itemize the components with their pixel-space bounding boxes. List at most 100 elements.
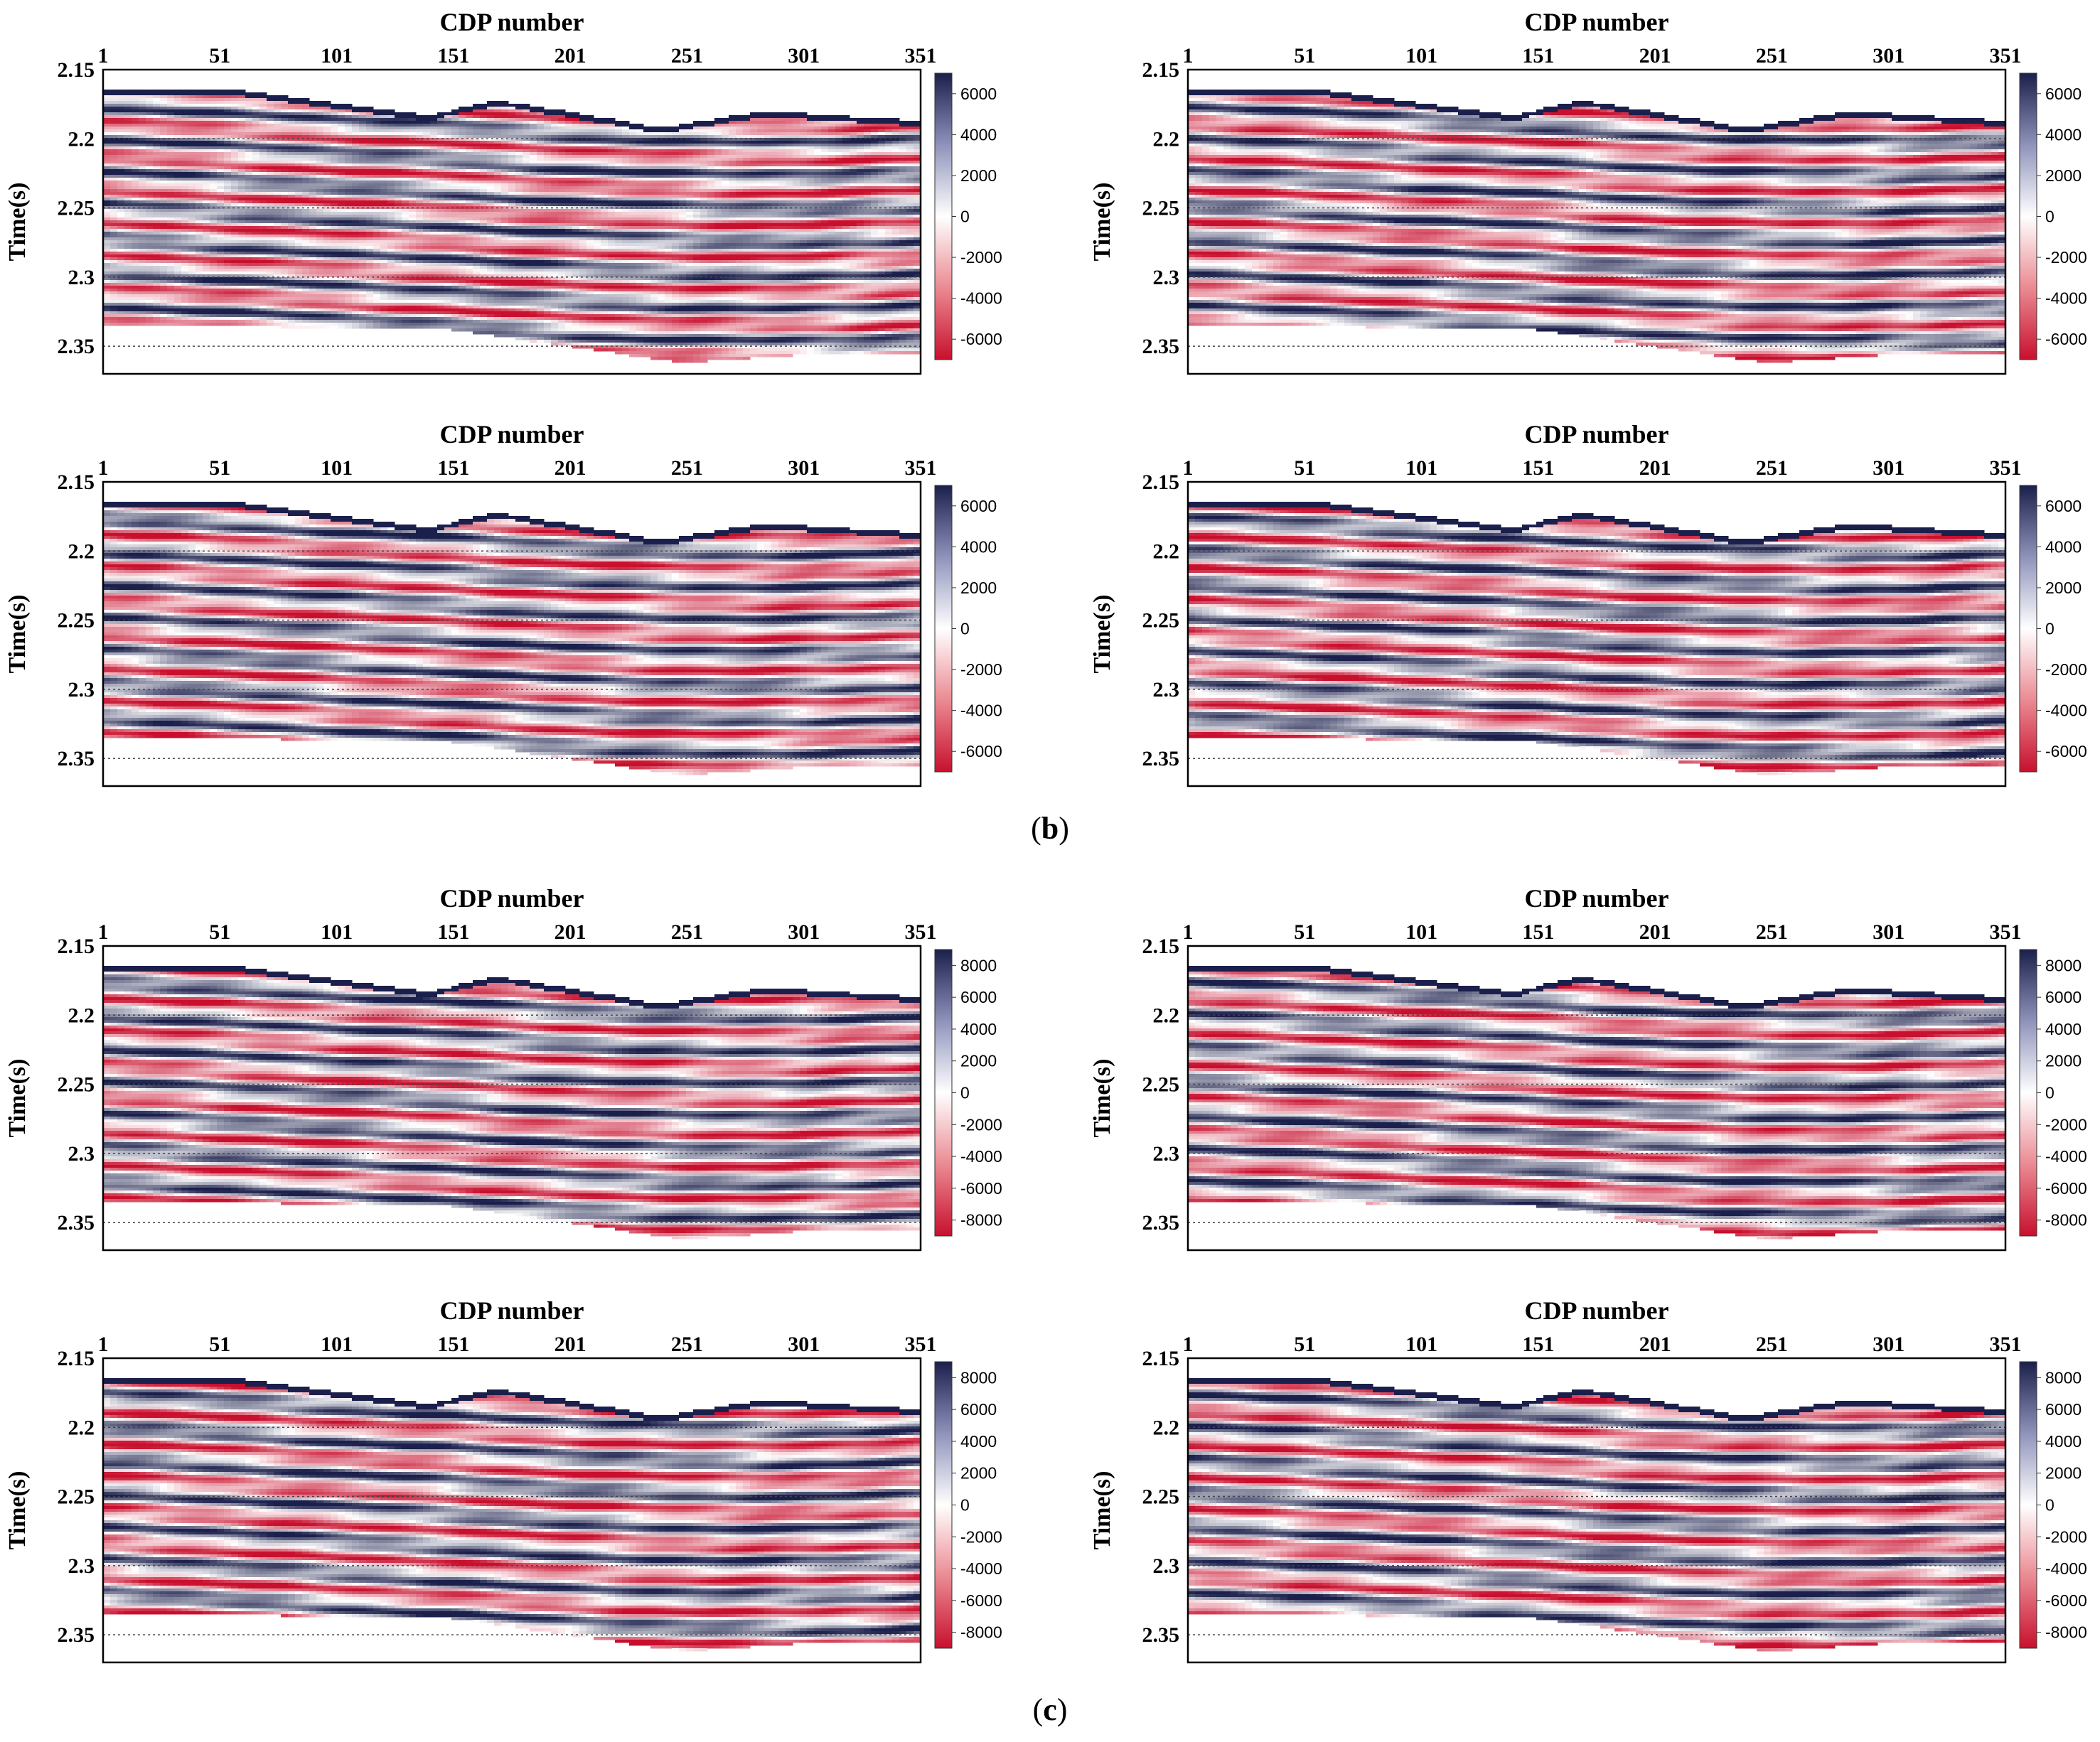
x-tick-label: 351: [905, 1333, 937, 1356]
caption-b: (b): [1031, 811, 1069, 846]
colorbar-tick-label: 0: [960, 620, 970, 638]
x-tick-label: 301: [1873, 920, 1905, 944]
colorbar-tick-label: -2000: [960, 660, 1002, 679]
colorbar-tick-label: 8000: [2045, 1368, 2082, 1387]
colorbar-tick-label: -6000: [960, 330, 1002, 348]
caption-c: (c): [1033, 1692, 1068, 1727]
y-tick-label: 2.35: [58, 335, 95, 358]
colorbar-tick-label: 0: [2045, 208, 2055, 226]
x-tick-label: 51: [1294, 456, 1315, 480]
x-tick-label: 101: [321, 456, 353, 480]
y-tick-label: 2.2: [68, 127, 95, 151]
colorbar-tick-label: 2000: [960, 1052, 997, 1070]
x-tick-label: 201: [555, 44, 586, 68]
x-tick-label: 1: [1183, 1333, 1194, 1356]
x-tick-label: 1: [1183, 456, 1194, 480]
panel-title: CDP number: [1524, 884, 1668, 913]
colorbar-tick-label: -4000: [2045, 701, 2087, 720]
x-tick-label: 51: [209, 920, 230, 944]
x-tick-label: 1: [98, 456, 109, 480]
panel-title: CDP number: [1524, 8, 1668, 36]
y-tick-label: 2.35: [58, 1623, 95, 1647]
colorbar-tick-label: -2000: [2045, 1527, 2087, 1546]
colorbar: [2020, 1362, 2037, 1648]
colorbar-tick-label: 2000: [2045, 1464, 2082, 1483]
y-tick-label: 2.25: [58, 1485, 95, 1509]
x-tick-label: 351: [905, 44, 937, 68]
x-tick-label: 201: [555, 456, 586, 480]
y-tick-label: 2.25: [1142, 197, 1180, 220]
y-tick-label: 2.25: [1142, 1073, 1180, 1097]
x-tick-label: 201: [1639, 920, 1671, 944]
x-tick-label: 251: [671, 456, 703, 480]
colorbar-tick-label: -2000: [2045, 1115, 2087, 1134]
colorbar-tick-label: 6000: [2045, 85, 2082, 103]
x-tick-label: 51: [209, 456, 230, 480]
y-tick-label: 2.15: [1142, 1347, 1180, 1370]
x-tick-label: 301: [1873, 456, 1905, 480]
colorbar-tick-label: 2000: [2045, 579, 2082, 597]
x-tick-label: 151: [1522, 44, 1554, 68]
colorbar-tick-label: 8000: [2045, 956, 2082, 974]
y-tick-label: 2.3: [1153, 678, 1180, 701]
y-tick-label: 2.25: [58, 197, 95, 220]
x-tick-label: 151: [1522, 920, 1554, 944]
x-tick-label: 351: [905, 920, 937, 944]
x-tick-label: 1: [98, 44, 109, 68]
colorbar-tick-label: 0: [2045, 1084, 2055, 1102]
y-axis-label: Time(s): [4, 1471, 31, 1550]
seismic-heatmap: [103, 966, 921, 1240]
y-tick-label: 2.15: [1142, 935, 1180, 958]
y-tick-label: 2.15: [1142, 471, 1180, 494]
colorbar-tick-label: -8000: [960, 1623, 1002, 1642]
colorbar-tick-label: -2000: [960, 1527, 1002, 1546]
x-tick-label: 51: [209, 1333, 230, 1356]
y-tick-label: 2.3: [68, 678, 95, 701]
colorbar-tick-label: -6000: [2045, 330, 2087, 348]
y-tick-label: 2.3: [68, 266, 95, 289]
colorbar-tick-label: 6000: [2045, 497, 2082, 515]
colorbar-tick-label: -6000: [960, 742, 1002, 760]
panel-title: CDP number: [1524, 1296, 1668, 1325]
y-axis-label: Time(s): [1089, 1059, 1115, 1138]
colorbar-tick-label: 6000: [960, 497, 997, 515]
y-tick-label: 2.3: [1153, 1554, 1180, 1578]
panel-title: CDP number: [439, 420, 584, 448]
x-tick-label: 1: [1183, 44, 1194, 68]
x-tick-label: 101: [321, 1333, 353, 1356]
x-tick-label: 251: [1756, 920, 1788, 944]
x-tick-label: 201: [555, 920, 586, 944]
colorbar: [935, 73, 952, 360]
x-tick-label: 351: [905, 456, 937, 480]
x-tick-label: 51: [1294, 44, 1315, 68]
panel-title: CDP number: [439, 1296, 584, 1325]
y-tick-label: 2.3: [1153, 266, 1180, 289]
seismic-figure: CDP number1 51 101 151 201 251 301 3512.152.22.…: [0, 0, 2100, 1742]
x-tick-label: 251: [1756, 44, 1788, 68]
y-tick-label: 2.35: [58, 747, 95, 770]
y-tick-label: 2.3: [68, 1142, 95, 1166]
colorbar-tick-label: 6000: [960, 1400, 997, 1419]
x-tick-label: 301: [788, 456, 820, 480]
x-tick-label: 101: [321, 920, 353, 944]
colorbar-tick-label: 4000: [2045, 125, 2082, 144]
colorbar: [935, 485, 952, 772]
x-tick-label: 151: [437, 920, 469, 944]
colorbar-tick-label: -8000: [2045, 1211, 2087, 1230]
x-tick-label: 51: [1294, 920, 1315, 944]
colorbar-tick-label: -2000: [2045, 248, 2087, 267]
colorbar-tick-label: -8000: [960, 1211, 1002, 1230]
x-tick-label: 301: [788, 1333, 820, 1356]
x-tick-label: 151: [1522, 456, 1554, 480]
x-tick-label: 251: [671, 1333, 703, 1356]
y-tick-label: 2.15: [1142, 58, 1180, 82]
x-tick-label: 151: [437, 456, 469, 480]
colorbar-tick-label: 2000: [960, 579, 997, 597]
y-tick-label: 2.25: [1142, 609, 1180, 633]
colorbar-tick-label: 6000: [960, 988, 997, 1006]
x-tick-label: 251: [671, 920, 703, 944]
